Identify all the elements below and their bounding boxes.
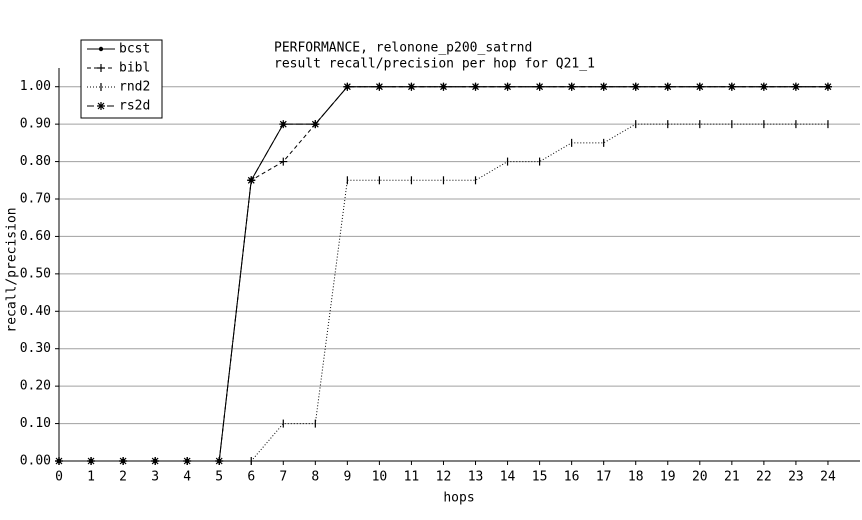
x-tick-label: 2	[119, 470, 127, 485]
legend-label: bibl	[119, 61, 150, 76]
point-marker	[215, 457, 224, 465]
point-marker	[791, 82, 800, 91]
x-tick-label: 20	[692, 470, 708, 485]
legend-marker	[98, 46, 104, 52]
point-marker	[503, 82, 512, 91]
legend-label: rs2d	[119, 99, 150, 114]
legend-label: bcst	[119, 42, 150, 57]
point-marker	[439, 82, 448, 91]
x-tick-label: 21	[724, 470, 740, 485]
point-marker	[759, 82, 768, 91]
x-tick-label: 3	[151, 470, 159, 485]
x-tick-label: 9	[343, 470, 351, 485]
x-tick-label: 7	[279, 470, 287, 485]
x-tick-label: 24	[820, 470, 836, 485]
legend-label: rnd2	[119, 80, 150, 95]
x-tick-label: 8	[311, 470, 319, 485]
point-marker	[823, 82, 832, 91]
x-tick-label: 23	[788, 470, 804, 485]
x-tick-label: 4	[183, 470, 191, 485]
x-tick-label: 10	[372, 470, 388, 485]
x-tick-label: 13	[468, 470, 484, 485]
x-tick-label: 6	[247, 470, 255, 485]
point-marker	[567, 82, 576, 91]
x-tick-label: 22	[756, 470, 772, 485]
x-tick-label: 19	[660, 470, 676, 485]
point-marker	[695, 82, 704, 91]
chart-title: PERFORMANCE, relonone_p200_satrnd	[274, 41, 532, 56]
legend-box	[80, 39, 163, 119]
y-tick-label: 0.50	[20, 266, 51, 281]
point-marker	[183, 457, 192, 465]
point-marker	[311, 120, 320, 129]
point-marker	[407, 82, 416, 91]
x-tick-label: 0	[55, 470, 63, 485]
y-tick-label: 0.90	[20, 117, 51, 132]
y-tick-label: 0.00	[20, 454, 51, 469]
point-marker	[247, 176, 256, 185]
y-tick-label: 0.30	[20, 341, 51, 356]
legend-marker	[97, 64, 105, 72]
legend-marker	[97, 102, 105, 110]
y-tick-label: 0.20	[20, 379, 51, 394]
x-tick-label: 5	[215, 470, 223, 485]
x-tick-label: 1	[87, 470, 95, 485]
x-tick-label: 18	[628, 470, 644, 485]
x-tick-label: 15	[532, 470, 548, 485]
series-line	[59, 123, 828, 462]
point-marker	[375, 82, 384, 91]
x-axis-label: hops	[443, 491, 474, 506]
point-marker	[151, 457, 160, 465]
x-tick-label: 16	[564, 470, 580, 485]
y-tick-label: 1.00	[20, 79, 51, 94]
y-axis-label: recall/precision	[5, 207, 20, 332]
point-marker	[599, 82, 608, 91]
legend: bcst bibl rnd2 rs2d	[80, 39, 163, 119]
point-marker	[279, 120, 288, 129]
y-tick-label: 0.60	[20, 229, 51, 244]
point-marker	[279, 157, 288, 166]
point-marker	[87, 457, 96, 465]
y-tick-label: 0.80	[20, 154, 51, 169]
chart-subtitle: result recall/precision per hop for Q21_…	[274, 57, 595, 72]
y-tick-label: 0.40	[20, 304, 51, 319]
point-marker	[343, 82, 352, 91]
point-marker	[119, 457, 128, 465]
point-marker	[727, 82, 736, 91]
x-tick-label: 11	[404, 470, 420, 485]
point-marker	[631, 82, 640, 91]
point-marker	[535, 82, 544, 91]
y-tick-label: 0.70	[20, 192, 51, 207]
x-tick-label: 12	[436, 470, 452, 485]
point-marker	[663, 82, 672, 91]
x-tick-label: 14	[500, 470, 516, 485]
y-tick-label: 0.10	[20, 416, 51, 431]
point-marker	[55, 457, 63, 465]
x-tick-label: 17	[596, 470, 612, 485]
point-marker	[471, 82, 480, 91]
